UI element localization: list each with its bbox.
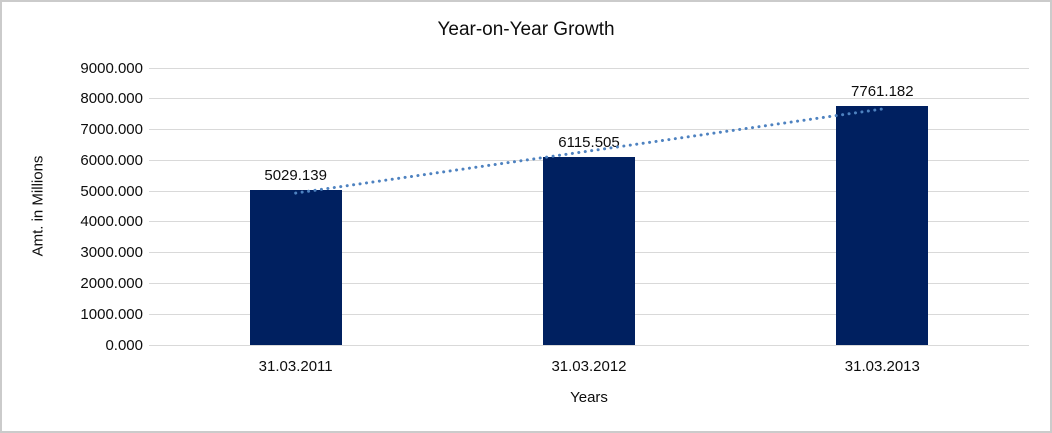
y-axis-tick-label: 7000.000 xyxy=(80,121,143,139)
chart-title: Year-on-Year Growth xyxy=(437,19,615,40)
y-axis-tick-label: 9000.000 xyxy=(80,59,143,77)
y-axis-tick-label: 0.000 xyxy=(105,336,143,354)
bar-value-label: 7761.182 xyxy=(851,83,914,101)
x-axis-tick-label: 31.03.2013 xyxy=(844,358,920,375)
y-axis-tick-label: 1000.000 xyxy=(80,305,143,323)
x-axis-tick-label: 31.03.2012 xyxy=(551,358,627,375)
bar xyxy=(543,156,635,345)
bar xyxy=(249,190,342,345)
y-axis-tick-label: 4000.000 xyxy=(80,213,143,231)
x-axis-tick-label: 31.03.2011 xyxy=(258,358,333,375)
y-axis-tick-label: 5000.000 xyxy=(80,182,143,200)
y-axis-title: Amt. in Millions xyxy=(29,155,47,257)
y-axis-tick-label: 2000.000 xyxy=(80,274,143,292)
trendline xyxy=(294,107,884,195)
y-axis-tick-label: 3000.000 xyxy=(80,244,143,262)
gridline xyxy=(149,67,1029,69)
bar-value-label: 6115.505 xyxy=(558,133,620,151)
gridline xyxy=(149,129,1029,131)
bar-value-label: 5029.139 xyxy=(264,167,327,185)
trendline-path xyxy=(294,107,884,195)
gridline xyxy=(149,344,1029,346)
gridline xyxy=(149,98,1029,100)
x-axis-title: Years xyxy=(570,389,608,406)
y-axis-tick-label: 6000.000 xyxy=(80,151,143,169)
y-axis-tick-label: 8000.000 xyxy=(80,90,143,108)
bar xyxy=(836,106,929,345)
